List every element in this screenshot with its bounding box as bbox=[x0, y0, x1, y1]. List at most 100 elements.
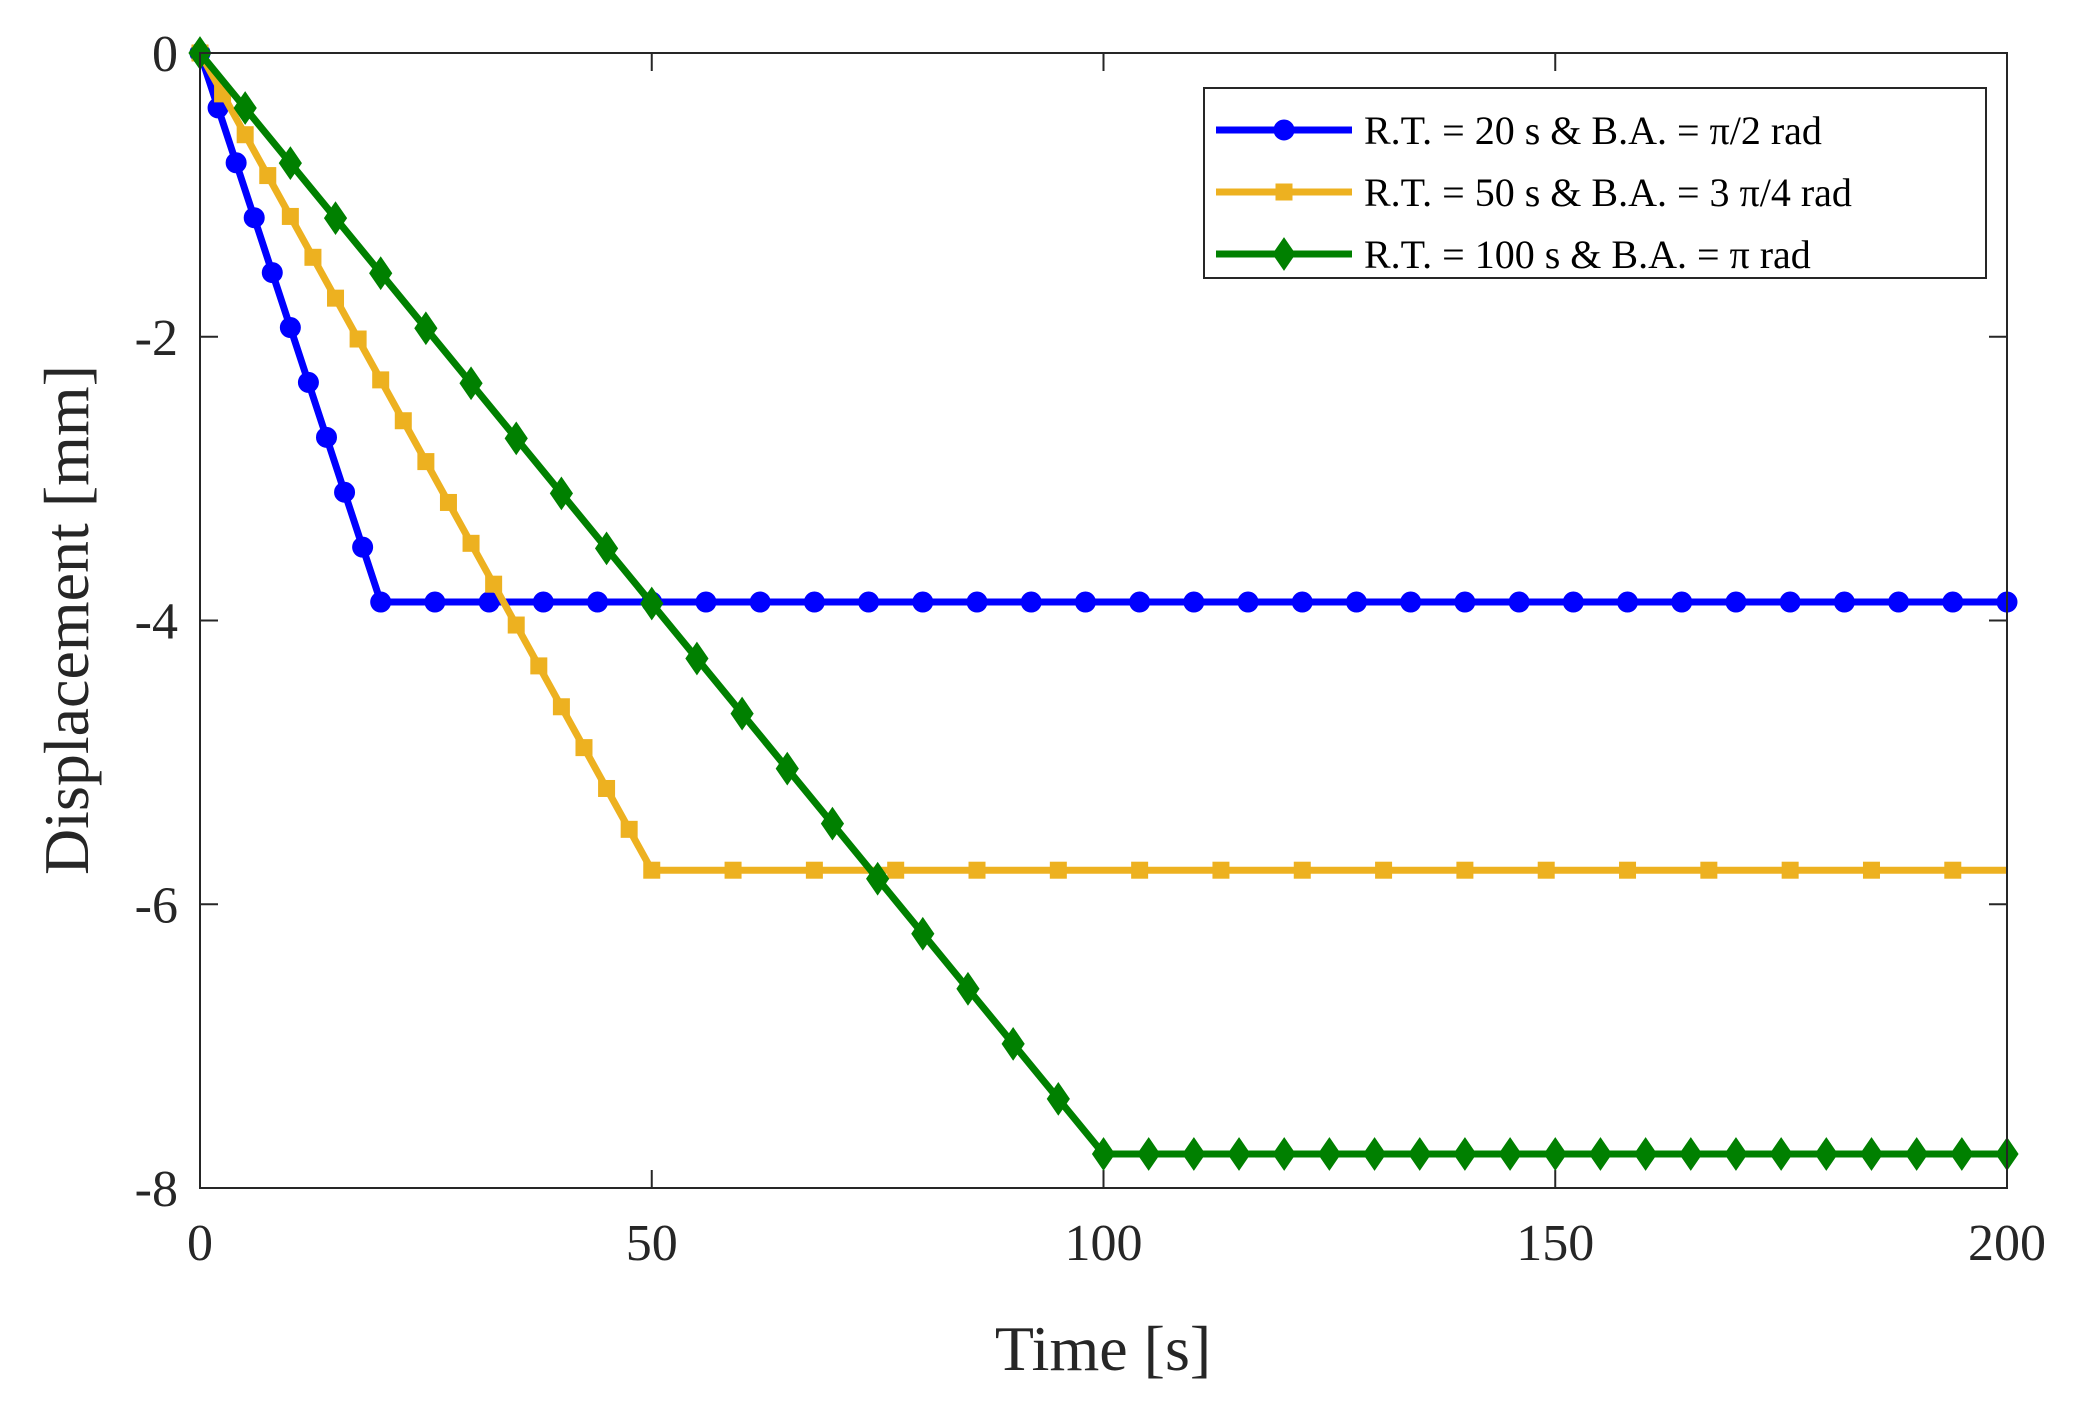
data-point bbox=[1456, 861, 1474, 879]
data-point bbox=[424, 591, 446, 613]
data-point bbox=[1562, 591, 1584, 613]
data-point bbox=[820, 806, 845, 841]
x-tick-label: 100 bbox=[1065, 1215, 1143, 1272]
data-point bbox=[620, 820, 638, 838]
data-point bbox=[259, 167, 277, 185]
data-point bbox=[1020, 591, 1042, 613]
data-point bbox=[507, 616, 525, 634]
x-axis-label: Time [s] bbox=[995, 1313, 1211, 1384]
data-point bbox=[1137, 1137, 1161, 1171]
data-point bbox=[587, 591, 609, 613]
data-point bbox=[530, 657, 548, 675]
data-point bbox=[594, 531, 619, 566]
data-point bbox=[1237, 591, 1259, 613]
data-point bbox=[349, 330, 367, 348]
data-point bbox=[1212, 861, 1230, 879]
data-point bbox=[1671, 591, 1693, 613]
data-point bbox=[1091, 1137, 1116, 1171]
data-point bbox=[1950, 1137, 1974, 1171]
data-point bbox=[414, 311, 438, 346]
data-point bbox=[1769, 1137, 1793, 1171]
data-point bbox=[1317, 1137, 1341, 1171]
data-point bbox=[858, 591, 880, 613]
tick-labels: 0 50 100 150 200 0 -2 -4 -6 -8 bbox=[135, 26, 2046, 1272]
data-point bbox=[1400, 591, 1422, 613]
data-point bbox=[1508, 591, 1530, 613]
data-point bbox=[369, 256, 393, 291]
plot-box bbox=[199, 52, 2008, 1189]
data-point bbox=[1129, 591, 1151, 613]
legend-marker bbox=[1275, 183, 1293, 201]
data-point bbox=[323, 201, 348, 236]
legend-label: R.T. = 20 s & B.A. = π/2 rad bbox=[1364, 108, 1822, 153]
data-point bbox=[1888, 591, 1910, 613]
data-point bbox=[1617, 591, 1639, 613]
data-point bbox=[334, 481, 356, 503]
data-point bbox=[805, 861, 823, 879]
data-point bbox=[1537, 861, 1555, 879]
data-point bbox=[1781, 861, 1799, 879]
data-point bbox=[243, 207, 265, 229]
x-tick-label: 200 bbox=[1968, 1215, 2046, 1272]
legend-entry: R.T. = 100 s & B.A. = π rad bbox=[1216, 232, 1811, 277]
data-point bbox=[887, 861, 905, 879]
data-point bbox=[1633, 1137, 1658, 1171]
data-point bbox=[261, 262, 283, 284]
data-point bbox=[1543, 1137, 1567, 1171]
data-point bbox=[297, 371, 319, 393]
data-point bbox=[640, 586, 664, 621]
data-point bbox=[1293, 861, 1311, 879]
data-point bbox=[643, 861, 661, 879]
data-point bbox=[549, 476, 574, 511]
x-tick-label: 0 bbox=[187, 1215, 213, 1272]
data-point bbox=[462, 534, 480, 552]
data-point bbox=[956, 971, 980, 1006]
data-point bbox=[1183, 591, 1205, 613]
data-point bbox=[1862, 861, 1880, 879]
series-1 bbox=[189, 42, 2018, 613]
legend-label: R.T. = 50 s & B.A. = 3 π/4 rad bbox=[1364, 170, 1852, 215]
data-point bbox=[459, 366, 483, 401]
data-point bbox=[1362, 1137, 1387, 1171]
legend-entry: R.T. = 20 s & B.A. = π/2 rad bbox=[1216, 108, 1822, 153]
data-point bbox=[775, 751, 799, 786]
y-tick-label: -2 bbox=[135, 310, 178, 367]
data-point bbox=[749, 591, 771, 613]
data-point bbox=[352, 536, 374, 558]
data-point bbox=[327, 289, 345, 307]
data-point bbox=[1453, 1137, 1477, 1171]
data-point bbox=[1588, 1137, 1613, 1171]
data-point bbox=[598, 779, 616, 797]
data-point bbox=[1724, 1137, 1748, 1171]
y-axis-label: Displacement [mm] bbox=[31, 365, 102, 875]
legend: R.T. = 20 s & B.A. = π/2 rad R.T. = 50 s … bbox=[1203, 87, 1987, 279]
data-point bbox=[695, 591, 717, 613]
data-point bbox=[315, 426, 337, 448]
data-point bbox=[1131, 861, 1149, 879]
data-point bbox=[730, 696, 754, 731]
data-point bbox=[1001, 1026, 1025, 1061]
data-point bbox=[575, 739, 593, 757]
data-point bbox=[1859, 1137, 1884, 1171]
data-point bbox=[532, 591, 554, 613]
data-point bbox=[1049, 861, 1067, 879]
data-point bbox=[1272, 1137, 1296, 1171]
data-point bbox=[504, 421, 528, 456]
y-tick-label: -4 bbox=[135, 594, 178, 651]
y-tick-label: 0 bbox=[152, 26, 178, 83]
data-point bbox=[1779, 591, 1801, 613]
legend-entry: R.T. = 50 s & B.A. = 3 π/4 rad bbox=[1216, 170, 1852, 215]
data-point bbox=[1454, 591, 1476, 613]
data-point bbox=[1944, 861, 1962, 879]
series-layer bbox=[188, 36, 2019, 1171]
series-2 bbox=[191, 44, 2007, 879]
data-point bbox=[724, 861, 742, 879]
data-point bbox=[1074, 591, 1096, 613]
data-point bbox=[372, 371, 390, 389]
x-tick-label: 150 bbox=[1516, 1215, 1594, 1272]
series-3 bbox=[188, 36, 2019, 1171]
data-point bbox=[866, 861, 890, 896]
data-point bbox=[968, 861, 986, 879]
data-point bbox=[911, 916, 935, 951]
data-point bbox=[552, 698, 570, 716]
